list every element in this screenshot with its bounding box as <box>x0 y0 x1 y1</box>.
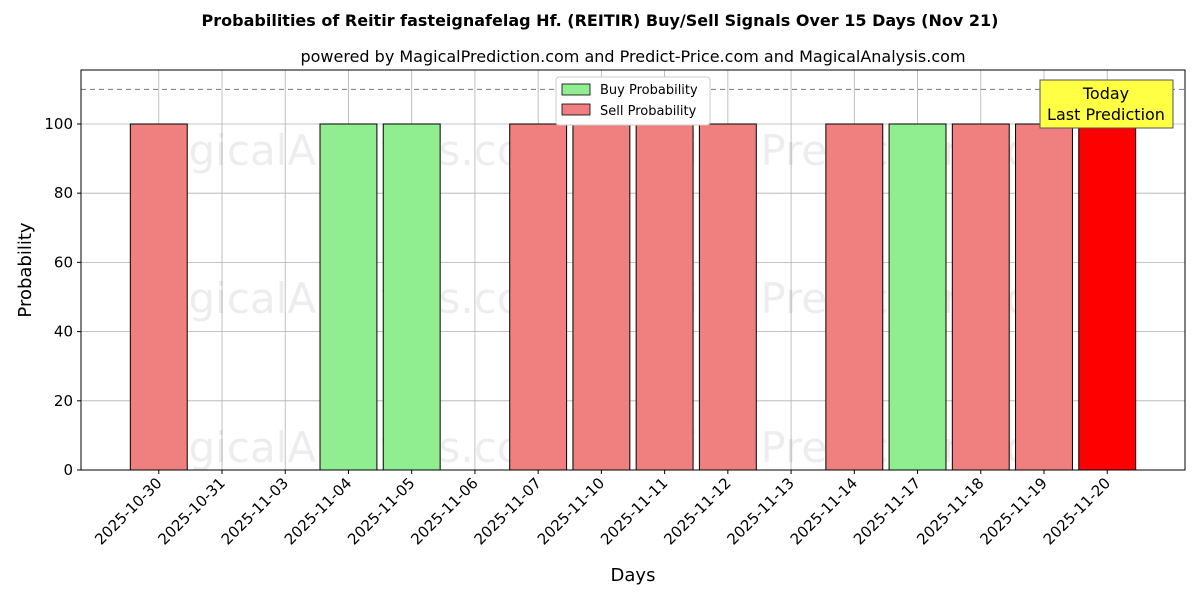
x-tick-label: 2025-11-03 <box>218 474 292 548</box>
y-axis-label: Probability <box>15 222 36 317</box>
x-tick-label: 2025-11-12 <box>660 474 734 548</box>
y-tick-label: 40 <box>54 323 73 341</box>
x-tick-label: 2025-11-06 <box>407 474 481 548</box>
x-tick-label: 2025-11-13 <box>724 474 798 548</box>
x-tick-label: 2025-11-11 <box>597 474 671 548</box>
x-tick-label: 2025-10-31 <box>154 474 228 548</box>
legend-label-buy: Buy Probability <box>600 83 698 98</box>
chart-subtitle: powered by MagicalPrediction.com and Pre… <box>300 47 965 66</box>
sell-bar-2025-11-14 <box>825 123 884 471</box>
y-tick-label: 60 <box>54 253 73 271</box>
legend-label-sell: Sell Probability <box>600 104 697 119</box>
legend-swatch-buy <box>561 83 591 96</box>
x-tick-label: 2025-10-30 <box>91 474 165 548</box>
sell-bar-2025-11-18 <box>951 123 1010 471</box>
svg-text:Last Prediction: Last Prediction <box>1047 105 1165 124</box>
sell-bar-2025-11-11 <box>635 123 694 471</box>
y-tick-label: 100 <box>44 115 73 133</box>
svg-text:Today: Today <box>1082 84 1129 103</box>
x-tick-label: 2025-11-20 <box>1040 474 1114 548</box>
x-tick-label: 2025-11-07 <box>471 474 545 548</box>
y-tick-label: 80 <box>54 184 73 202</box>
sell-bar-2025-10-30 <box>129 123 188 471</box>
chart-title: Probabilities of Reitir fasteignafelag H… <box>202 11 999 30</box>
buy-bar-2025-11-17 <box>888 123 947 471</box>
y-tick-label: 0 <box>63 461 73 479</box>
sell-bar-2025-11-10 <box>572 123 631 471</box>
buy-bar-2025-11-04 <box>319 123 378 471</box>
x-tick-label: 2025-11-19 <box>976 474 1050 548</box>
sell-bar-2025-11-19 <box>1015 123 1073 471</box>
plot-frame <box>80 69 1186 471</box>
x-tick-label: 2025-11-10 <box>534 474 608 548</box>
x-tick-label: 2025-11-17 <box>850 474 924 548</box>
legend-swatch-sell <box>561 103 591 116</box>
sell-bar-2025-11-12 <box>698 123 757 471</box>
sell-bar-2025-11-07 <box>509 123 568 471</box>
x-tick-label: 2025-11-04 <box>281 474 355 548</box>
x-tick-label: 2025-11-14 <box>787 474 861 548</box>
x-tick-label: 2025-11-18 <box>913 474 987 548</box>
sell-bar-2025-11-20 <box>1078 123 1137 471</box>
y-tick-label: 20 <box>54 392 73 410</box>
x-axis-label: Days <box>611 565 656 586</box>
buy-bar-2025-11-05 <box>382 123 441 471</box>
x-tick-label: 2025-11-05 <box>344 474 418 548</box>
today-annotation: Today Last Prediction <box>1039 79 1174 129</box>
legend: Buy Probability Sell Probability <box>555 76 711 126</box>
